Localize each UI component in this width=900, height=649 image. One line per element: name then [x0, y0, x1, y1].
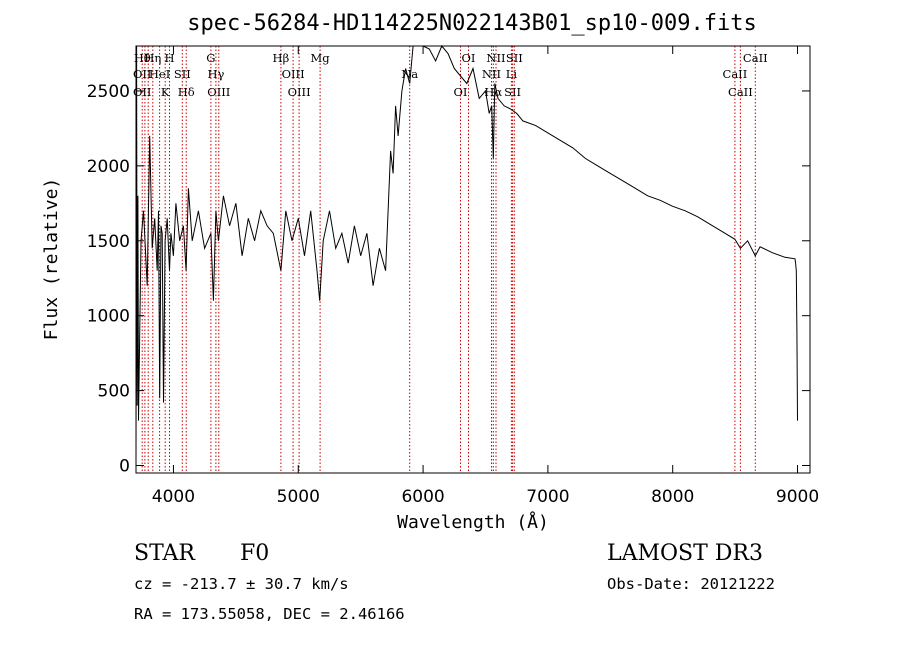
x-tick-label: 6000 [401, 487, 444, 507]
line-marker-label: SII [174, 67, 191, 81]
redshift-text: cz = -213.7 ± 30.7 km/s [134, 575, 349, 593]
line-marker-label: OIII [282, 67, 305, 81]
line-marker-label: OIII [288, 85, 311, 99]
coordinates: RA = 173.55058, DEC = 2.46166 [134, 605, 405, 623]
y-tick-label: 0 [119, 457, 130, 477]
line-marker-label: CaII [723, 67, 748, 81]
line-marker-labels: HθOIIOIIHηHeIKHSIIHδGHγOIIIHβOIIIOIIIMgN… [133, 51, 768, 99]
x-axis-label: Wavelength (Å) [397, 511, 549, 533]
x-tick-label: 5000 [277, 487, 320, 507]
line-marker-label: OIII [207, 85, 230, 99]
line-marker-label: Hδ [178, 85, 195, 99]
line-marker-label: Hγ [207, 67, 224, 81]
line-marker-label: OI [454, 85, 468, 99]
line-marker-label: CaII [728, 85, 753, 99]
x-tick-label: 7000 [526, 487, 569, 507]
line-marker-label: OII [133, 67, 152, 81]
line-marker-label: H [164, 51, 174, 65]
line-marker-label: CaII [743, 51, 768, 65]
line-marker-label: Li [506, 67, 518, 81]
line-marker-label: Hβ [273, 51, 290, 65]
x-axis-ticks: 4000 5000 6000 7000 8000 9000 [152, 46, 819, 507]
y-tick-label: 1000 [87, 307, 130, 327]
line-marker-label: G [206, 51, 215, 65]
y-tick-label: 1500 [87, 232, 130, 252]
line-marker-label: Mg [311, 51, 331, 65]
object-subclass: F0 [240, 541, 269, 566]
chart-title: spec-56284-HD114225N022143B01_sp10-009.f… [187, 11, 757, 36]
line-marker-label: Hθ [134, 51, 151, 65]
plot-frame [135, 45, 811, 474]
line-marker-label: K [161, 85, 170, 99]
line-marker-label: NII [482, 67, 501, 81]
obs-date: Obs-Date: 20121222 [607, 575, 775, 593]
x-tick-label: 4000 [152, 487, 195, 507]
x-tick-label: 8000 [651, 487, 694, 507]
line-marker-label: SII [506, 51, 523, 65]
spectrum-series [135, 45, 798, 466]
line-marker-label: NII [486, 51, 505, 65]
y-tick-label: 2000 [87, 157, 130, 177]
line-markers [141, 46, 756, 473]
y-axis-ticks: 0 500 1000 1500 2000 2500 [87, 82, 810, 477]
line-marker-label: SII [504, 85, 521, 99]
y-axis-label: Flux (relative) [41, 178, 62, 341]
line-marker-label: OII [133, 85, 152, 99]
line-marker-label: Hη [144, 51, 161, 65]
line-marker-label: HeI [149, 67, 170, 81]
line-marker-label: OI [462, 51, 476, 65]
survey-name: LAMOST DR3 [607, 541, 763, 566]
x-tick-label: 9000 [776, 487, 819, 507]
object-class: STAR [134, 541, 196, 566]
y-tick-label: 2500 [87, 82, 130, 102]
y-tick-label: 500 [98, 382, 130, 402]
line-marker-label: Hα [484, 85, 502, 99]
